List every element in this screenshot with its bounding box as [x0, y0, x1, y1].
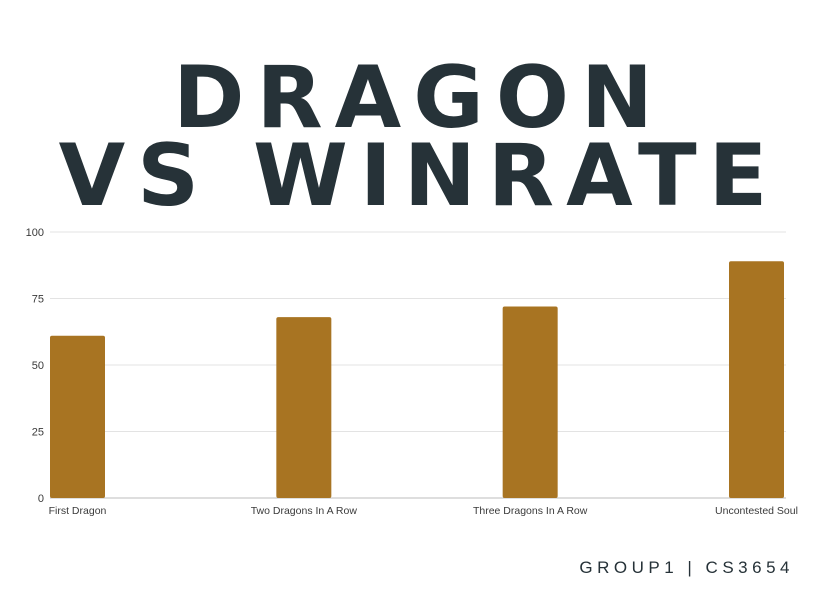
x-category-label: First Dragon [49, 505, 107, 517]
bar-3 [729, 261, 784, 498]
bars [50, 261, 784, 498]
y-tick-label: 100 [26, 227, 44, 239]
x-category-label: Uncontested Soul [715, 505, 798, 517]
y-tick-label: 25 [32, 427, 44, 439]
title-line-2: VS WINRATE [58, 126, 780, 226]
grid-lines [50, 231, 786, 499]
x-category-label: Two Dragons In A Row [251, 505, 358, 517]
bar-0 [50, 335, 105, 498]
x-axis-labels: First Dragon Two Dragons In A Row Three Dr… [49, 505, 798, 517]
y-tick-label: 75 [32, 294, 44, 306]
x-category-label: Three Dragons In A Row [473, 505, 588, 517]
y-tick-label: 0 [38, 493, 44, 505]
footer-credit: GROUP1 | CS3654 [579, 558, 794, 577]
bar-1 [276, 317, 332, 498]
bar-chart: 0 25 50 75 100 First Dragon Two Dragons In A … [26, 227, 798, 517]
bar-2 [502, 306, 558, 498]
y-axis-ticks: 0 25 50 75 100 [26, 227, 44, 505]
title-line-1: DRAGON [173, 48, 665, 148]
y-tick-label: 50 [32, 360, 44, 372]
